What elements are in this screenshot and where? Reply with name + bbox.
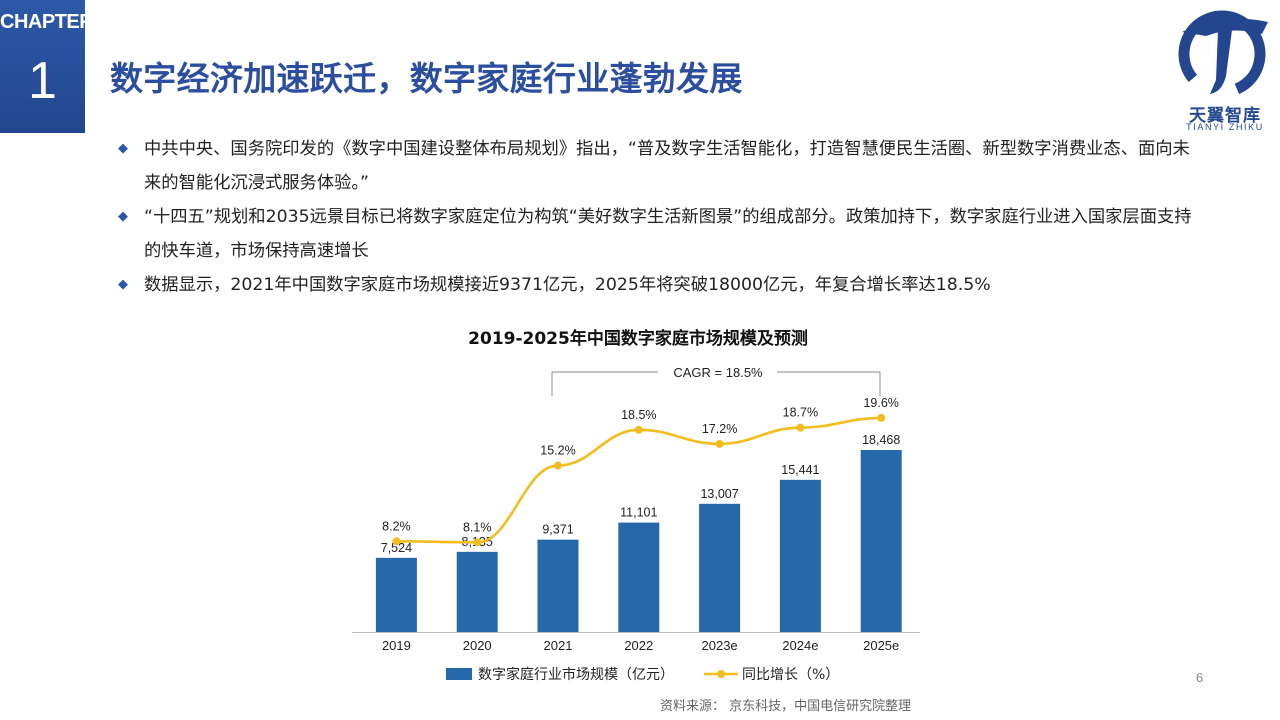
logo-text: 天翼智库 — [1189, 106, 1261, 126]
growth-value-label: 17.2% — [702, 422, 737, 436]
bullet-item: ◆ 数据显示，2021年中国数字家庭市场规模接近9371亿元，2025年将突破18… — [118, 268, 1193, 302]
bullet-text: 数据显示，2021年中国数字家庭市场规模接近9371亿元，2025年将突破180… — [144, 275, 991, 295]
x-tick-label: 2025e — [863, 638, 899, 653]
x-tick-label: 2021 — [544, 638, 573, 653]
growth-point — [715, 439, 724, 448]
page-number: 6 — [1196, 670, 1204, 685]
diamond-bullet-icon: ◆ — [118, 209, 128, 224]
bar — [860, 450, 902, 632]
growth-value-label: 15.2% — [540, 444, 575, 458]
bullet-item: ◆ “十四五”规划和2035远景目标已将数字家庭定位为构筑“美好数字生活新图景”的… — [118, 200, 1193, 268]
growth-point — [392, 537, 401, 546]
bar-value-label: 9,371 — [542, 523, 573, 537]
bullet-item: ◆ 中共中央、国务院印发的《数字中国建设整体布局规划》指出，“普及数字生活智能化，… — [118, 132, 1193, 200]
growth-point — [473, 538, 482, 547]
growth-value-label: 18.7% — [783, 406, 818, 420]
bar — [618, 522, 660, 632]
bar-value-label: 11,101 — [620, 506, 657, 520]
bar — [537, 539, 579, 632]
bar — [375, 557, 417, 632]
chapter-badge: CHAPTER 1 — [0, 0, 94, 133]
growth-point — [877, 413, 886, 422]
bar — [456, 551, 498, 632]
legend-line-marker — [717, 670, 725, 678]
cagr-annotation: CAGR = 18.5% — [673, 365, 763, 380]
growth-value-label: 18.5% — [621, 408, 656, 422]
chapter-label: CHAPTER — [0, 11, 94, 33]
source-note: 资料来源： 京东科技，中国电信研究院整理 — [660, 699, 912, 714]
cagr-bracket — [551, 371, 881, 396]
bar-value-label: 13,007 — [700, 487, 738, 501]
growth-value-label: 19.6% — [863, 396, 898, 410]
logo-mark — [1178, 10, 1268, 98]
legend-line-label: 同比增长（%） — [742, 667, 839, 683]
bullet-text: 中共中央、国务院印发的《数字中国建设整体布局规划》指出，“普及数字生活智能化，打… — [144, 139, 1190, 193]
diamond-bullet-icon: ◆ — [118, 141, 128, 156]
x-tick-label: 2019 — [382, 638, 411, 653]
growth-value-label: 8.1% — [463, 520, 492, 534]
legend-bar-swatch — [446, 668, 472, 680]
x-tick-label: 2023e — [702, 638, 738, 653]
bullet-list: ◆ 中共中央、国务院印发的《数字中国建设整体布局规划》指出，“普及数字生活智能化，… — [118, 132, 1193, 302]
chart-title: 2019-2025年中国数字家庭市场规模及预测 — [468, 328, 808, 349]
legend-bar-label: 数字家庭行业市场规模（亿元） — [478, 666, 674, 683]
bar-value-label: 18,468 — [862, 433, 900, 447]
chapter-number: 1 — [28, 52, 57, 110]
growth-point — [634, 425, 643, 434]
x-tick-label: 2022 — [624, 638, 653, 653]
diamond-bullet-icon: ◆ — [118, 277, 128, 292]
bar-value-label: 15,441 — [781, 463, 819, 477]
growth-value-label: 8.2% — [382, 519, 411, 533]
bar-value-label: 7,524 — [381, 541, 412, 555]
bullet-text: “十四五”规划和2035远景目标已将数字家庭定位为构筑“美好数字生活新图景”的组… — [144, 207, 1192, 261]
x-tick-label: 2020 — [463, 638, 492, 653]
logo-subtitle: TIANYI ZHIKU — [1186, 122, 1264, 132]
page-title: 数字经济加速跃迁，数字家庭行业蓬勃发展 — [110, 59, 743, 98]
bar — [699, 503, 741, 632]
bar — [779, 479, 821, 632]
x-tick-label: 2024e — [782, 638, 818, 653]
growth-point — [796, 423, 805, 432]
growth-point — [554, 461, 562, 470]
